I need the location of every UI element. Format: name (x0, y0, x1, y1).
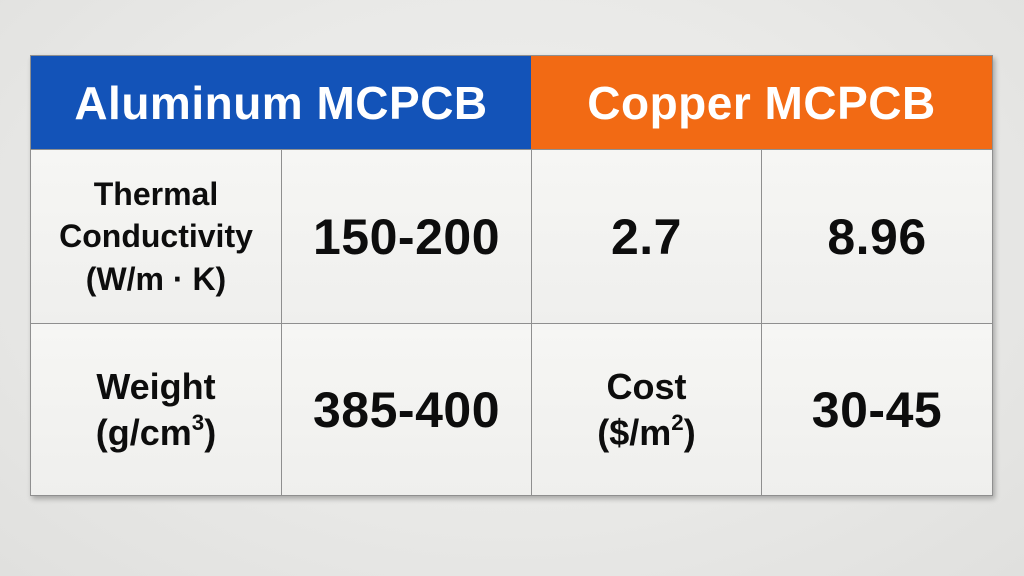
cell-cost-label: Cost ($/m2) (531, 323, 761, 495)
header-copper-label: Copper MCPCB (587, 76, 936, 129)
weight-value: 385-400 (313, 381, 500, 438)
cost-unit-post: ) (683, 411, 696, 453)
cost-unit-superscript: 2 (671, 410, 684, 436)
cost-label: Cost ($/m2) (597, 364, 695, 455)
comparison-table: Aluminum MCPCB Copper MCPCB Thermal Cond… (30, 55, 993, 496)
weight-unit-superscript: 3 (191, 410, 205, 436)
density-aluminum-value: 2.7 (610, 208, 682, 265)
thermal-aluminum-value: 150-200 (313, 208, 500, 265)
cell-density-aluminum-value: 2.7 (531, 149, 761, 323)
cell-thermal-aluminum-value: 150-200 (281, 149, 531, 323)
thermal-label-line2: Conductivity (59, 218, 253, 255)
density-copper-value: 8.96 (827, 208, 927, 265)
weight-label: Weight (g/cm3) (96, 364, 216, 455)
header-aluminum-label: Aluminum MCPCB (74, 76, 488, 129)
cell-density-copper-value: 8.96 (761, 149, 992, 323)
thermal-conductivity-label: Thermal Conductivity (W/m · K) (59, 173, 253, 300)
weight-label-line1: Weight (96, 366, 216, 408)
weight-label-unit: (g/cm3) (96, 410, 216, 455)
cell-weight-value: 385-400 (281, 323, 531, 495)
weight-unit-pre: (g/cm (95, 411, 192, 453)
cell-weight-label: Weight (g/cm3) (31, 323, 281, 495)
weight-unit-post: ) (204, 411, 217, 453)
cell-thermal-conductivity-label: Thermal Conductivity (W/m · K) (31, 149, 281, 323)
cost-label-line1: Cost (606, 366, 687, 408)
cell-cost-value: 30-45 (761, 323, 992, 495)
thermal-label-line1: Thermal (93, 176, 219, 213)
header-copper-mcpcb: Copper MCPCB (531, 56, 992, 149)
cost-unit-pre: ($/m (597, 411, 672, 453)
cost-value: 30-45 (811, 381, 943, 438)
header-aluminum-mcpcb: Aluminum MCPCB (31, 56, 531, 149)
thermal-label-unit: (W/m · K) (85, 260, 227, 297)
cost-label-unit: ($/m2) (597, 410, 695, 455)
